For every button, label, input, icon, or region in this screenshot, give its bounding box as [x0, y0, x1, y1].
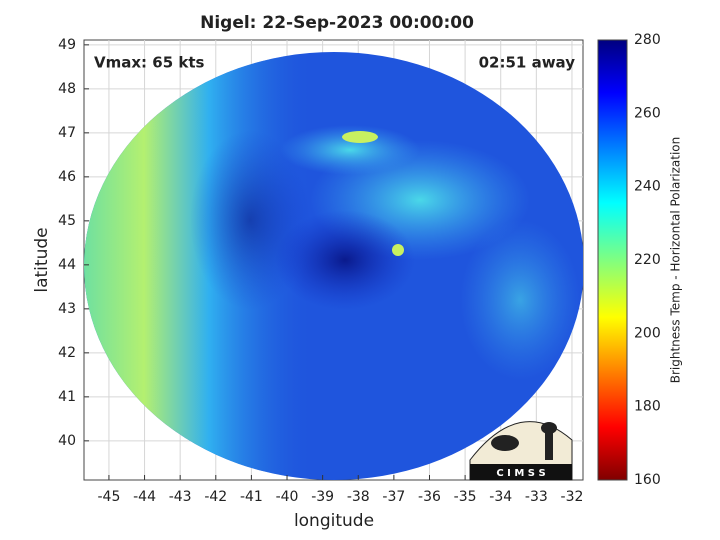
- cimss-logo: C I M S S: [469, 421, 573, 481]
- y-tick-label: 46: [58, 169, 76, 185]
- colorbar-tick-label: 240: [634, 179, 661, 195]
- y-tick-label: 42: [58, 345, 76, 361]
- colorbar-tick-label: 200: [634, 325, 661, 341]
- y-tick-label: 44: [58, 257, 76, 273]
- logo-text: C I M S S: [496, 468, 545, 479]
- time-away-label: 02:51 away: [479, 54, 576, 72]
- y-tick-label: 40: [58, 433, 76, 449]
- y-tick-label: 45: [58, 213, 76, 229]
- x-tick-label: -33: [525, 489, 548, 505]
- axes: -45 -44 -43 -42 -41 -40 -39 -38 -37 -36 -35 -34 -33-…: [58, 32, 661, 505]
- x-tick-label: -44: [133, 489, 156, 505]
- x-tick-label: -34: [489, 489, 512, 505]
- x-tick-label: -40: [276, 489, 299, 505]
- x-tick-label: -41: [240, 489, 263, 505]
- y-tick-label: 48: [58, 81, 76, 97]
- colorbar: [597, 39, 628, 481]
- colorbar-tick-label: 160: [634, 472, 661, 488]
- imagery: [84, 52, 583, 480]
- y-tick-label: 41: [58, 389, 76, 405]
- colorbar-tick-label: 180: [634, 399, 661, 415]
- x-tick-label: -43: [169, 489, 192, 505]
- y-tick-label: 43: [58, 301, 76, 317]
- x-tick-label: -42: [204, 489, 227, 505]
- title: Nigel: 22-Sep-2023 00:00:00: [200, 13, 474, 33]
- vmax-label: Vmax: 65 kts: [94, 54, 204, 72]
- y-axis-label: latitude: [32, 227, 52, 292]
- x-tick-label: -39: [311, 489, 334, 505]
- x-tick-label: -36: [418, 489, 441, 505]
- x-axis-label: longitude: [294, 511, 374, 531]
- colorbar-tick-label: 220: [634, 252, 661, 268]
- x-tick-label: -38: [347, 489, 370, 505]
- x-tick-label: -32: [561, 489, 584, 505]
- colorbar-tick-label: 280: [634, 32, 661, 48]
- y-tick-label: 49: [58, 37, 76, 53]
- x-tick-label: -35: [454, 489, 477, 505]
- colorbar-tick-label: 260: [634, 105, 661, 121]
- y-tick-label: 47: [58, 125, 76, 141]
- x-tick-label: -37: [382, 489, 405, 505]
- colorbar-label: Brightness Temp - Horizontal Polarizatio…: [669, 137, 683, 384]
- x-tick-label: -45: [97, 489, 120, 505]
